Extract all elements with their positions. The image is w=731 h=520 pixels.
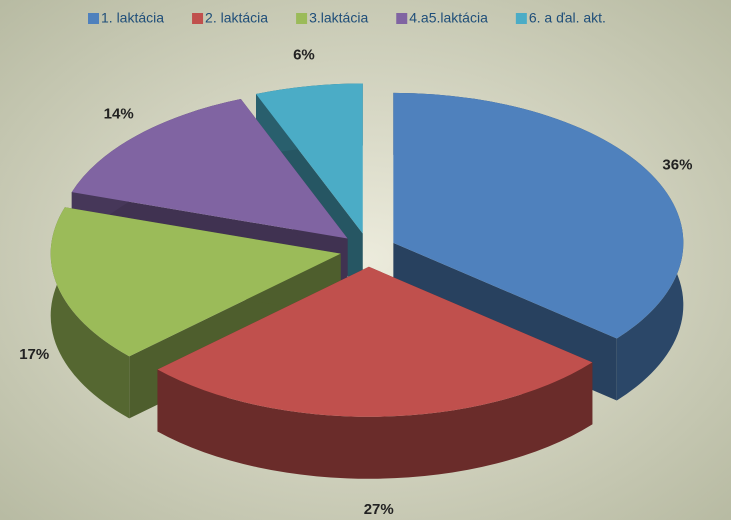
data-label: 6% xyxy=(293,46,315,63)
legend-swatch xyxy=(515,13,527,24)
legend-label: 3.laktácia xyxy=(309,10,368,26)
slice xyxy=(157,266,593,479)
slice-top xyxy=(71,99,348,239)
legend-swatch xyxy=(396,13,408,24)
legend-swatch xyxy=(88,13,99,24)
legend-label: 4.a5.laktácia xyxy=(409,10,488,26)
legend-label: 6. a ďal. akt. xyxy=(529,10,606,26)
data-label: 14% xyxy=(104,105,134,122)
slice-top xyxy=(50,207,341,357)
slice-side xyxy=(50,207,130,419)
slice-top xyxy=(255,83,363,234)
slice-top xyxy=(157,266,593,417)
legend-label: 1. laktácia xyxy=(101,10,164,26)
slice-top xyxy=(393,92,684,339)
slice-side xyxy=(157,362,593,479)
legend-swatch xyxy=(192,13,204,24)
data-label: 36% xyxy=(662,157,692,174)
data-label: 27% xyxy=(364,501,394,518)
data-label: 17% xyxy=(19,346,49,363)
legend-swatch xyxy=(296,13,308,24)
legend-label: 2. laktácia xyxy=(205,10,268,26)
